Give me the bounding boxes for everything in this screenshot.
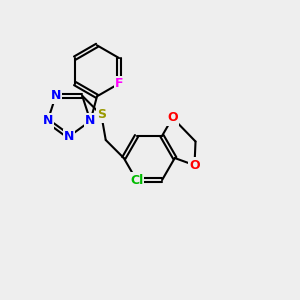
Text: O: O bbox=[189, 159, 200, 172]
Text: N: N bbox=[51, 89, 61, 102]
Text: N: N bbox=[64, 130, 74, 143]
Text: O: O bbox=[167, 111, 178, 124]
Text: S: S bbox=[97, 108, 106, 122]
Text: N: N bbox=[42, 115, 53, 128]
Text: F: F bbox=[115, 77, 123, 90]
Text: N: N bbox=[85, 115, 96, 128]
Text: Cl: Cl bbox=[130, 174, 143, 187]
